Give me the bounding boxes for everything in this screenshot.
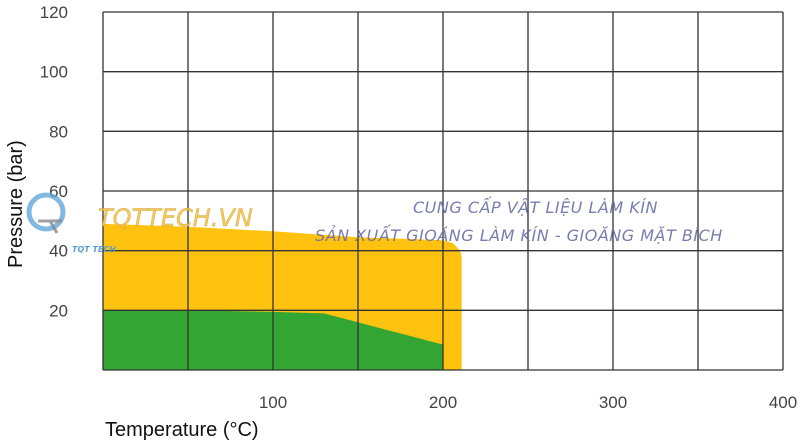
y-tick-label: 40 <box>49 242 68 261</box>
y-tick-label: 100 <box>40 63 68 82</box>
x-tick-labels: 100 200 300 400 <box>259 393 797 412</box>
watermark: TQT TECH TQTTECH.VN CUNG CẤP VẬT LIỆU LÀ… <box>26 192 723 254</box>
x-tick-label: 400 <box>769 393 797 412</box>
watermark-logo-icon: TQT TECH <box>26 192 116 254</box>
x-tick-label: 100 <box>259 393 287 412</box>
y-tick-label: 20 <box>49 301 68 320</box>
y-tick-label: 80 <box>49 122 68 141</box>
y-axis-label: Pressure (bar) <box>5 140 27 268</box>
area-series <box>103 223 462 370</box>
watermark-line1: CUNG CẤP VẬT LIỆU LÀM KÍN <box>413 196 658 217</box>
grid-lines <box>102 11 784 371</box>
watermark-logo-text: TQT TECH <box>72 245 116 254</box>
y-tick-label: 120 <box>40 3 68 22</box>
x-axis-label: Temperature (°C) <box>105 419 259 441</box>
watermark-site: TQTTECH.VN <box>98 204 253 232</box>
x-tick-label: 200 <box>429 393 457 412</box>
x-tick-label: 300 <box>599 393 627 412</box>
watermark-line2: SẢN XUẤT GIOĂNG LÀM KÍN - GIOĂNG MẶT BÍC… <box>315 224 723 245</box>
